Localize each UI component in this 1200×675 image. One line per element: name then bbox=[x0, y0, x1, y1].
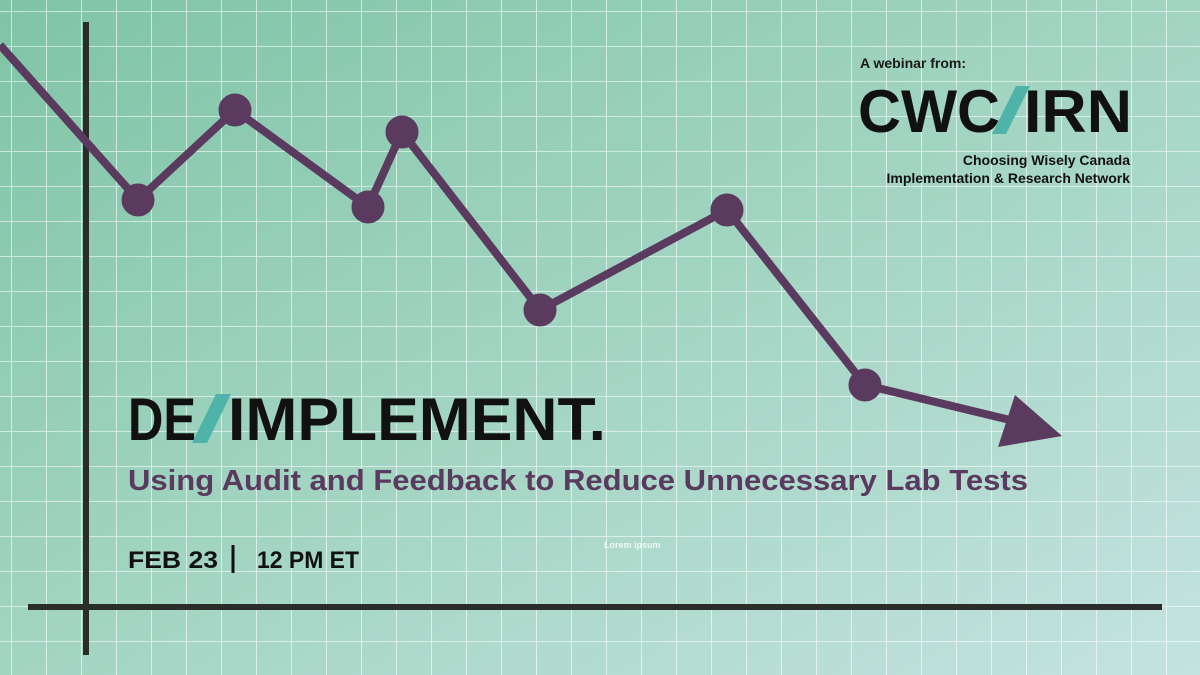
logo-left: CWC bbox=[858, 78, 1000, 145]
event-time: 12 PM ET bbox=[257, 547, 359, 574]
org-line: Choosing Wisely Canada bbox=[963, 152, 1130, 168]
subtitle: Using Audit and Feedback to Reduce Unnec… bbox=[128, 465, 1028, 497]
title-right: IMPLEMENT. bbox=[228, 386, 606, 453]
title-left: DE bbox=[128, 386, 196, 453]
webinar-label: A webinar from: bbox=[860, 55, 966, 71]
org-line: Implementation & Research Network bbox=[886, 170, 1130, 186]
logo-slash bbox=[992, 86, 1030, 134]
placeholder-text: Lorem ipsum bbox=[604, 540, 661, 550]
event-date: FEB 23 bbox=[128, 547, 218, 574]
title-slash bbox=[192, 394, 231, 443]
decorative-trend bbox=[0, 42, 1062, 447]
logo-right: IRN bbox=[1024, 78, 1132, 145]
